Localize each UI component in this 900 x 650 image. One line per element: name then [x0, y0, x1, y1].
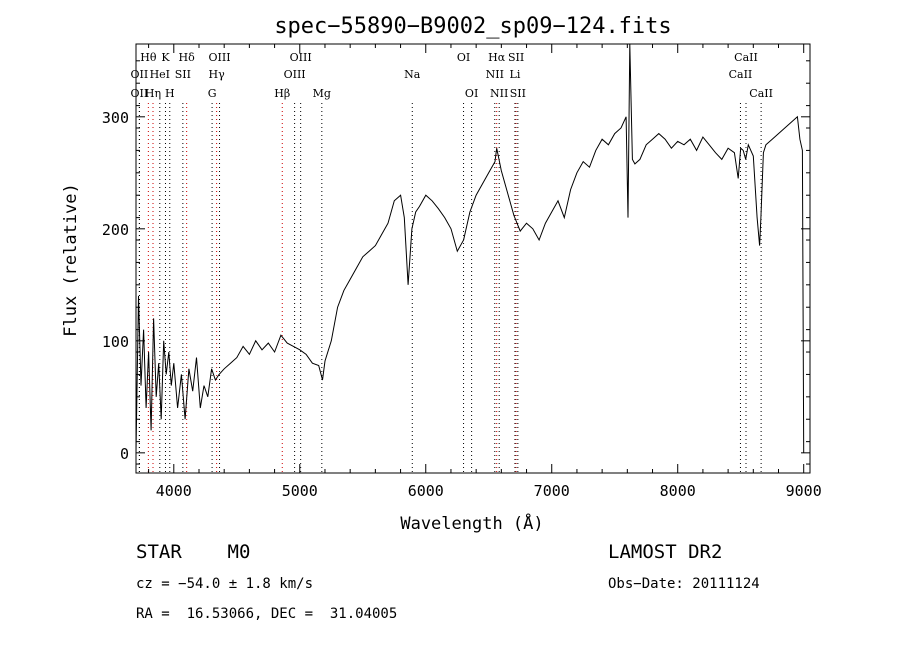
x-tick-label: 7000: [534, 482, 570, 500]
spectral-class: STAR M0: [136, 541, 251, 563]
line-marker-label: SII: [175, 68, 191, 81]
x-tick-label: 4000: [156, 482, 192, 500]
line-marker-label: OIII: [284, 68, 306, 81]
line-marker-label: Mg: [313, 87, 331, 100]
spectrum-layer: [135, 43, 805, 453]
plot-frame: [135, 43, 811, 474]
y-tick-label: 100: [102, 333, 129, 351]
line-marker-label: OI: [457, 51, 470, 64]
line-marker-label: G: [208, 87, 217, 100]
x-tick-label: 6000: [408, 482, 444, 500]
line-marker-label: Na: [404, 68, 421, 81]
line-marker-label: Hα: [488, 51, 506, 64]
chart-title: spec−55890−B9002_sp09−124.fits: [274, 14, 671, 39]
line-marker-label: CaII: [734, 51, 758, 64]
line-marker-label: Li: [510, 68, 521, 81]
y-tick-label: 300: [102, 109, 129, 127]
axes-layer: 4000 5000 6000 7000 8000 9000 0 100 200 300: [102, 43, 822, 500]
x-tick-label: 5000: [282, 482, 318, 500]
survey-name: LAMOST DR2: [608, 541, 723, 563]
line-marker-label: NII: [490, 87, 508, 100]
observation-date: Obs−Date: 20111124: [608, 576, 760, 592]
y-tick-label: 200: [102, 221, 129, 239]
spectrum-line: [135, 43, 805, 453]
line-marker-label: NII: [486, 68, 504, 81]
x-axis-label: Wavelength (Å): [400, 512, 543, 534]
line-marker-label: SII: [510, 87, 526, 100]
line-marker-label: Hη: [145, 87, 161, 100]
x-tick-label: 8000: [660, 482, 696, 500]
line-marker-label: OIII: [290, 51, 312, 64]
coordinates-readout: RA = 16.53066, DEC = 31.04005: [136, 606, 398, 622]
line-marker-label: K: [161, 51, 170, 64]
line-marker-label: Hβ: [274, 87, 290, 100]
line-marker-label: CaII: [729, 68, 753, 81]
line-marker-label: H: [165, 87, 175, 100]
y-tick-label: 0: [120, 445, 129, 463]
line-marker-label: HeI: [150, 68, 170, 81]
line-marker-label: OII: [131, 87, 149, 100]
line-marker-label: OI: [465, 87, 478, 100]
x-tick-label: 9000: [786, 482, 822, 500]
line-marker-label: Hδ: [179, 51, 196, 64]
line-marker-label: CaII: [749, 87, 773, 100]
redshift-readout: cz = −54.0 ± 1.8 km/s: [136, 576, 314, 592]
line-marker-label: OII: [131, 68, 149, 81]
line-marker-label: Hθ: [140, 51, 157, 64]
line-marker-label: Hγ: [209, 68, 226, 81]
line-marker-label: SII: [508, 51, 524, 64]
y-axis-label: Flux (relative): [61, 183, 81, 337]
line-marker-label: OIII: [208, 51, 230, 64]
